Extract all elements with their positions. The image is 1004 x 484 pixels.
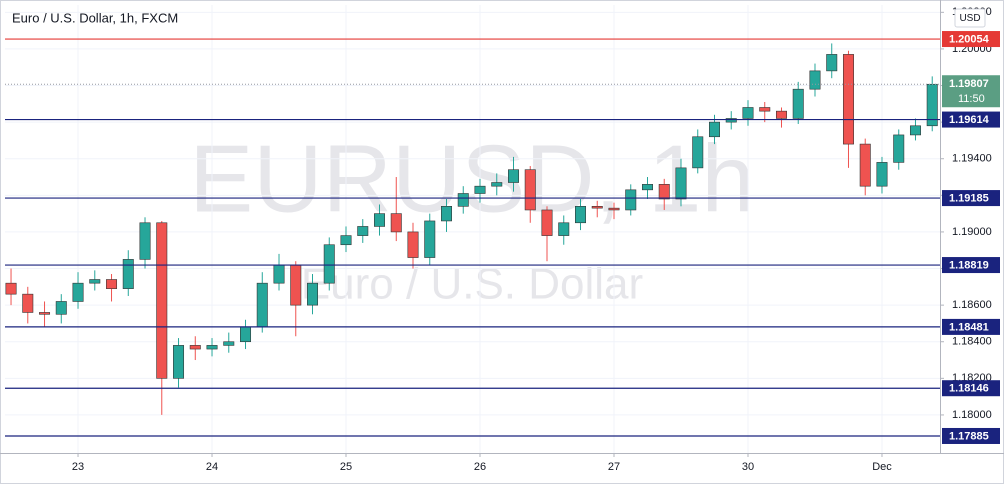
candle-body [223, 341, 235, 346]
currency-label: USD [959, 13, 980, 24]
candle-body [692, 136, 704, 169]
level-label-box [942, 257, 1000, 274]
candle-body [273, 264, 285, 284]
candle-body [240, 326, 252, 343]
candle-body [558, 222, 570, 236]
y-tick-label: 1.19000 [952, 226, 992, 238]
x-tick-label: 25 [340, 461, 352, 473]
y-tick-label: 1.18600 [952, 299, 992, 311]
y-tick-label: 1.18000 [952, 409, 992, 421]
candle-body [156, 222, 168, 379]
candle-body [441, 206, 452, 222]
candle-body [893, 134, 905, 163]
candle-body [859, 143, 871, 187]
candle-body [708, 121, 720, 138]
y-tick-label: 1.18400 [952, 336, 992, 348]
watermark-subtitle: Euro / U.S. Dollar [301, 260, 643, 309]
x-tick-label: 30 [742, 461, 754, 473]
level-label: 1.19614 [949, 114, 990, 126]
candle-body [675, 167, 687, 200]
level-label: 1.18481 [949, 321, 989, 333]
candle-body [524, 169, 536, 211]
candle-body [340, 235, 352, 246]
currency-box [954, 8, 986, 28]
level-label-box [942, 190, 1000, 207]
candle-body [742, 107, 754, 119]
candle-body [256, 282, 268, 328]
last-price-box [942, 75, 1000, 108]
plot-layer [5, 38, 940, 437]
candle-body [508, 169, 519, 183]
candle-body [424, 220, 436, 258]
candle-body [658, 184, 670, 200]
level-label: 1.18146 [949, 383, 989, 395]
candle-body [642, 184, 653, 191]
candle-body [72, 282, 84, 302]
candle-body [775, 110, 787, 119]
candle-body [625, 189, 637, 211]
candle-body [809, 70, 821, 90]
y-tick-label: 1.19400 [952, 153, 992, 165]
candle-body [55, 301, 67, 315]
candle-body [491, 182, 503, 187]
candle-body [374, 213, 386, 227]
chart-title: Euro / U.S. Dollar, 1h, FXCM [12, 10, 178, 25]
candle-body [759, 107, 771, 112]
candle-body [608, 207, 620, 211]
candle-body [139, 222, 151, 260]
last-price-label: 1.19807 [949, 78, 989, 90]
candle-body [307, 282, 319, 306]
level-label: 1.18819 [949, 259, 989, 271]
candle-body [826, 54, 838, 72]
candle-body [792, 88, 804, 119]
x-tick-label: 23 [72, 461, 84, 473]
candle-body [909, 125, 921, 136]
candle-body [189, 345, 201, 350]
candle-body [591, 206, 603, 209]
level-label-box [942, 380, 1000, 397]
candle-body [5, 282, 17, 295]
level-label: 1.19185 [949, 192, 989, 204]
watermark: EURUSD, 1h [189, 125, 755, 232]
candle-body [575, 206, 586, 224]
x-tick-label: 26 [474, 461, 486, 473]
candle-body [106, 279, 118, 289]
candle-body [122, 259, 134, 289]
candle-body [725, 118, 737, 123]
x-tick-label: 27 [608, 461, 620, 473]
x-tick-label: Dec [872, 461, 892, 473]
countdown-label: 11:50 [958, 93, 985, 105]
candle-body [407, 231, 419, 258]
candle-body [541, 209, 553, 236]
level-label-box [942, 427, 1000, 444]
watermark-layer: EURUSD, 1h Euro / U.S. Dollar [189, 125, 755, 308]
candle-body [39, 312, 51, 315]
candle-body [390, 213, 402, 233]
candle-body [290, 264, 302, 306]
level-label-box [942, 31, 1000, 48]
candle-body [474, 185, 486, 194]
level-label: 1.20054 [949, 33, 990, 45]
level-label-box [942, 318, 1000, 335]
candle-body [357, 226, 369, 236]
candle-body [842, 54, 854, 145]
candle-body [173, 345, 185, 379]
candle-body [323, 244, 335, 284]
level-label: 1.17885 [949, 430, 989, 442]
candle-body [89, 279, 101, 284]
x-tick-label: 24 [206, 461, 218, 473]
candle-body [457, 193, 469, 207]
level-label-box [942, 111, 1000, 128]
candle-body [22, 293, 34, 313]
candle-body [206, 345, 218, 350]
axis-layer: 1.180001.182001.184001.186001.188001.190… [72, 6, 1000, 473]
candle-body [876, 162, 888, 187]
